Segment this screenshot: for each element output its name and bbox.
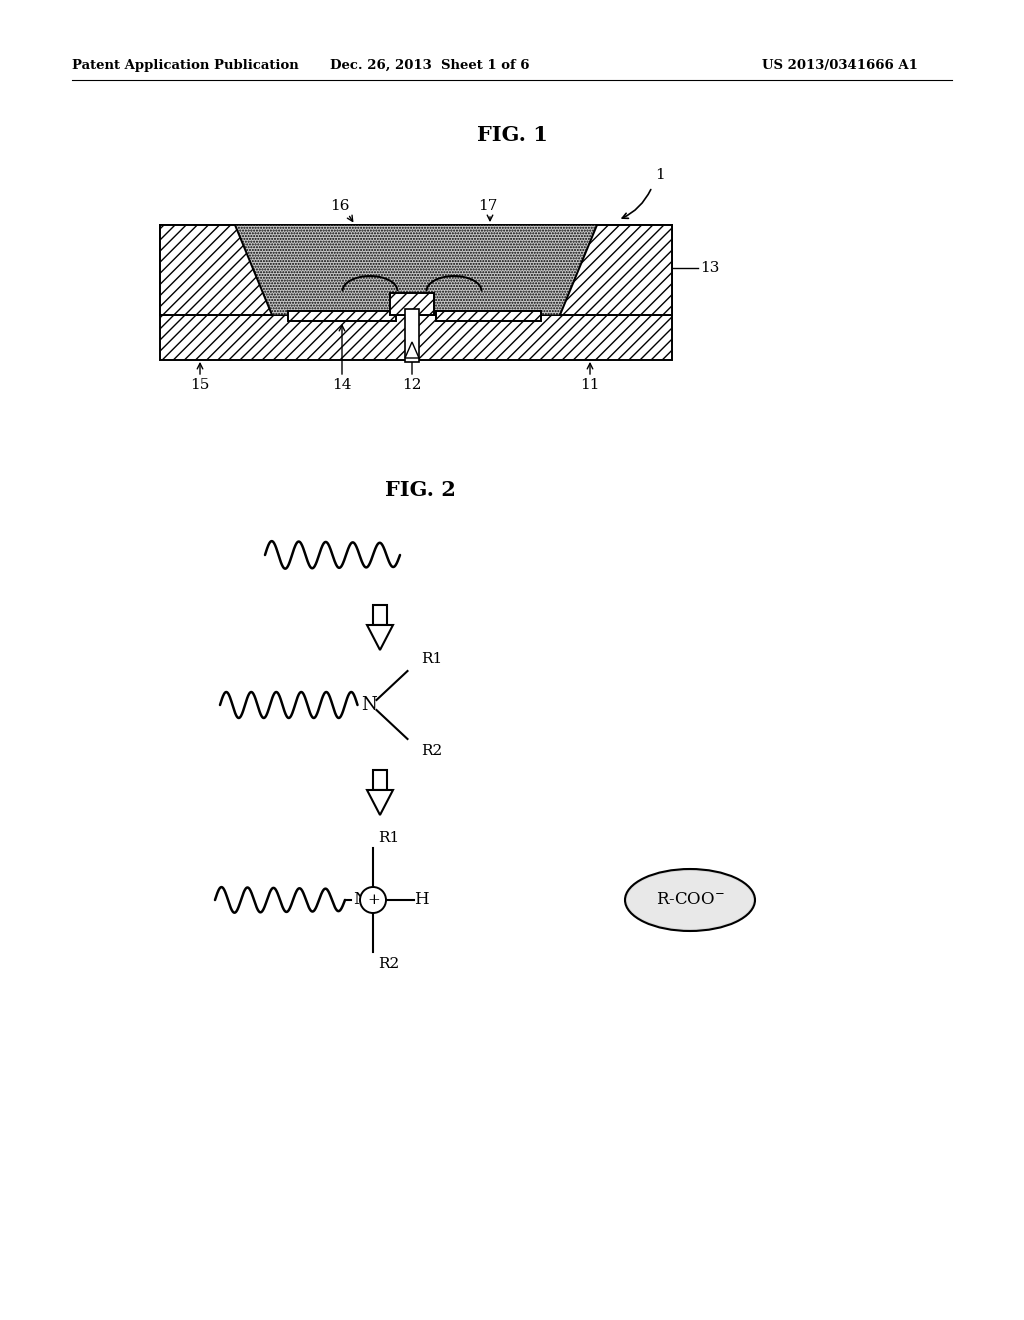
Text: FIG. 1: FIG. 1 (476, 125, 548, 145)
Polygon shape (560, 224, 672, 315)
Text: H: H (414, 891, 428, 908)
Text: US 2013/0341666 A1: US 2013/0341666 A1 (762, 58, 918, 71)
Text: R1: R1 (422, 652, 442, 667)
Ellipse shape (625, 869, 755, 931)
Text: Patent Application Publication: Patent Application Publication (72, 58, 299, 71)
Text: R1: R1 (378, 832, 399, 845)
Bar (390, 293, 434, 315)
Polygon shape (234, 224, 597, 315)
Polygon shape (367, 789, 393, 814)
Text: 12: 12 (402, 378, 422, 392)
Text: N: N (353, 891, 368, 908)
Text: 16: 16 (331, 199, 350, 213)
Bar (373, 605, 387, 624)
Polygon shape (406, 342, 419, 358)
Text: 13: 13 (700, 261, 720, 275)
Text: 15: 15 (190, 378, 210, 392)
Bar (436, 312, 541, 321)
Text: 11: 11 (581, 378, 600, 392)
Bar (160, 224, 672, 315)
Text: N: N (361, 696, 377, 714)
Polygon shape (367, 624, 393, 649)
Text: R-COO$^{-}$: R-COO$^{-}$ (655, 891, 724, 908)
Bar (406, 309, 419, 362)
Text: R2: R2 (378, 957, 399, 972)
Bar (160, 315, 672, 360)
Text: 17: 17 (478, 199, 498, 213)
Ellipse shape (627, 871, 753, 929)
Text: +: + (368, 894, 380, 907)
Text: FIG. 2: FIG. 2 (385, 480, 456, 500)
Text: R2: R2 (422, 744, 442, 758)
Bar (373, 770, 387, 789)
Text: Dec. 26, 2013  Sheet 1 of 6: Dec. 26, 2013 Sheet 1 of 6 (331, 58, 529, 71)
Text: 14: 14 (332, 378, 352, 392)
Polygon shape (160, 224, 272, 315)
Text: 1: 1 (655, 168, 665, 182)
Bar (288, 312, 396, 321)
Circle shape (360, 887, 386, 913)
